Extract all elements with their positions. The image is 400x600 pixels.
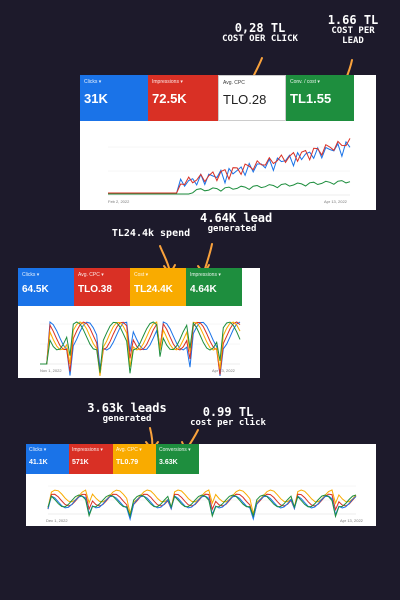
metric-value: 41.1K [29, 459, 48, 466]
series-line-clicks [47, 495, 357, 522]
metric-tile-impressions[interactable]: Impressions ▾ 4.64K [186, 268, 242, 306]
metric-label: Cost ▾ [134, 272, 149, 278]
annotation-leads-mid: 4.64K lead generated [200, 211, 273, 235]
metric-value: 4.64K [190, 284, 217, 295]
annotation-value: 4.64K lead [200, 211, 273, 225]
annotation-leads-bot: 3.63k leads generated [84, 401, 170, 425]
metric-label: Clicks ▾ [22, 272, 40, 278]
metric-label: Clicks ▾ [29, 447, 47, 453]
metric-tile-clicks[interactable]: Clicks ▾ 64.5K [18, 268, 74, 306]
dashboard-panel-2: Clicks ▾ 64.5K Avg. CPC ▾ TLO.38 Cost ▾ … [18, 268, 260, 378]
date-start-label: Nov 1, 2022 [40, 368, 62, 373]
annotation-caption: generated [102, 414, 152, 425]
metric-tiles: Clicks ▾ 41.1K Impressions ▾ 571K Avg. C… [26, 444, 199, 474]
line-chart: Dec 1, 2022 Apr 13, 2022 [26, 474, 376, 526]
dashboard-panel-3: Clicks ▾ 41.1K Impressions ▾ 571K Avg. C… [26, 444, 376, 526]
metric-value: 31K [84, 91, 108, 106]
metric-tile-clicks[interactable]: Clicks ▾ 41.1K [26, 444, 69, 474]
chart-plot [47, 485, 357, 522]
annotation-value: 1.66 TL [327, 13, 379, 27]
metric-label: Impressions ▾ [72, 447, 103, 453]
date-start-label: Dec 1, 2022 [46, 518, 68, 523]
metric-tile-impressions[interactable]: Impressions ▾ 72.5K [148, 75, 218, 121]
date-start-label: Feb 2, 2022 [108, 199, 130, 204]
series-line-impressions [47, 493, 357, 519]
series-line-conversions [47, 494, 357, 519]
annotation-cpc-bot: 0.99 TL cost per click [186, 405, 270, 429]
metric-value: 72.5K [152, 91, 187, 106]
metric-label: Avg. CPC ▾ [116, 447, 142, 453]
annotation-caption: LEAD [342, 36, 364, 47]
annotation-caption: COST PER [331, 26, 375, 37]
metric-tiles: Clicks ▾ 31K Impressions ▾ 72.5K Avg. CP… [80, 75, 354, 121]
annotation-caption: COST OER CLICK [222, 34, 298, 45]
metric-label: Impressions ▾ [152, 79, 183, 85]
date-end-label: Apr 13, 2022 [212, 368, 235, 373]
series-line-impressions [40, 321, 241, 374]
metric-value: TLO.28 [223, 92, 267, 107]
annotation-spend-mid: TL24.4k spend [110, 228, 192, 239]
metric-tile-avg-cpc[interactable]: Avg. CPC ▾ TL0.79 [113, 444, 156, 474]
series-line-conversions [108, 180, 351, 195]
line-chart: Feb 2, 2022 Apr 13, 2022 [80, 121, 376, 210]
series-line-avg-cpc [47, 489, 357, 516]
annotation-value: TL24.4k spend [111, 228, 191, 239]
metric-tile-cost[interactable]: Cost ▾ TL24.4K [130, 268, 186, 306]
dashboard-panel-1: Clicks ▾ 31K Impressions ▾ 72.5K Avg. CP… [80, 75, 376, 210]
series-line-impressions [108, 138, 351, 194]
metric-label: Avg. CPC [223, 80, 245, 86]
metric-label: Conversions ▾ [159, 447, 191, 453]
chart-plot [40, 321, 241, 376]
date-end-label: Apr 13, 2022 [324, 199, 347, 204]
series-line-clicks [40, 321, 241, 376]
metric-tile-conversions[interactable]: Conversions ▾ 3.63K [156, 444, 199, 474]
annotation-value: 0,28 TL [234, 21, 286, 35]
metric-tile-conv-cost[interactable]: Conv. / cost ▾ TL1.55 [286, 75, 354, 121]
annotation-cpl-top: 1.66 TL COST PER LEAD [318, 13, 388, 47]
annotation-caption: generated [207, 224, 257, 235]
metric-value: TL0.79 [116, 459, 139, 466]
annotation-value: 0.99 TL [202, 405, 254, 419]
metric-tiles: Clicks ▾ 64.5K Avg. CPC ▾ TLO.38 Cost ▾ … [18, 268, 242, 306]
metric-value: TLO.38 [78, 284, 112, 295]
metric-value: 3.63K [159, 459, 178, 466]
metric-value: TL1.55 [290, 91, 332, 106]
metric-tile-clicks[interactable]: Clicks ▾ 31K [80, 75, 148, 121]
metric-label: Impressions ▾ [190, 272, 221, 278]
annotation-cpc-top: 0,28 TL COST OER CLICK [212, 21, 308, 45]
series-line-avg-cpc [40, 321, 241, 375]
metric-label: Avg. CPC ▾ [78, 272, 104, 278]
series-line-cost [40, 321, 241, 376]
metric-tile-impressions[interactable]: Impressions ▾ 571K [69, 444, 113, 474]
metric-value: TL24.4K [134, 284, 173, 295]
chart-plot [108, 138, 351, 196]
metric-value: 64.5K [22, 284, 49, 295]
date-end-label: Apr 13, 2022 [340, 518, 363, 523]
annotation-caption: cost per click [190, 418, 266, 429]
line-chart: Nov 1, 2022 Apr 13, 2022 [18, 306, 260, 378]
metric-value: 571K [72, 459, 89, 466]
metric-label: Clicks ▾ [84, 79, 102, 85]
metric-label: Conv. / cost ▾ [290, 79, 320, 85]
metric-tile-avg-cpc[interactable]: Avg. CPC TLO.28 [218, 75, 286, 121]
metric-tile-avg-cpc[interactable]: Avg. CPC ▾ TLO.38 [74, 268, 130, 306]
annotation-value: 3.63k leads [87, 401, 167, 415]
